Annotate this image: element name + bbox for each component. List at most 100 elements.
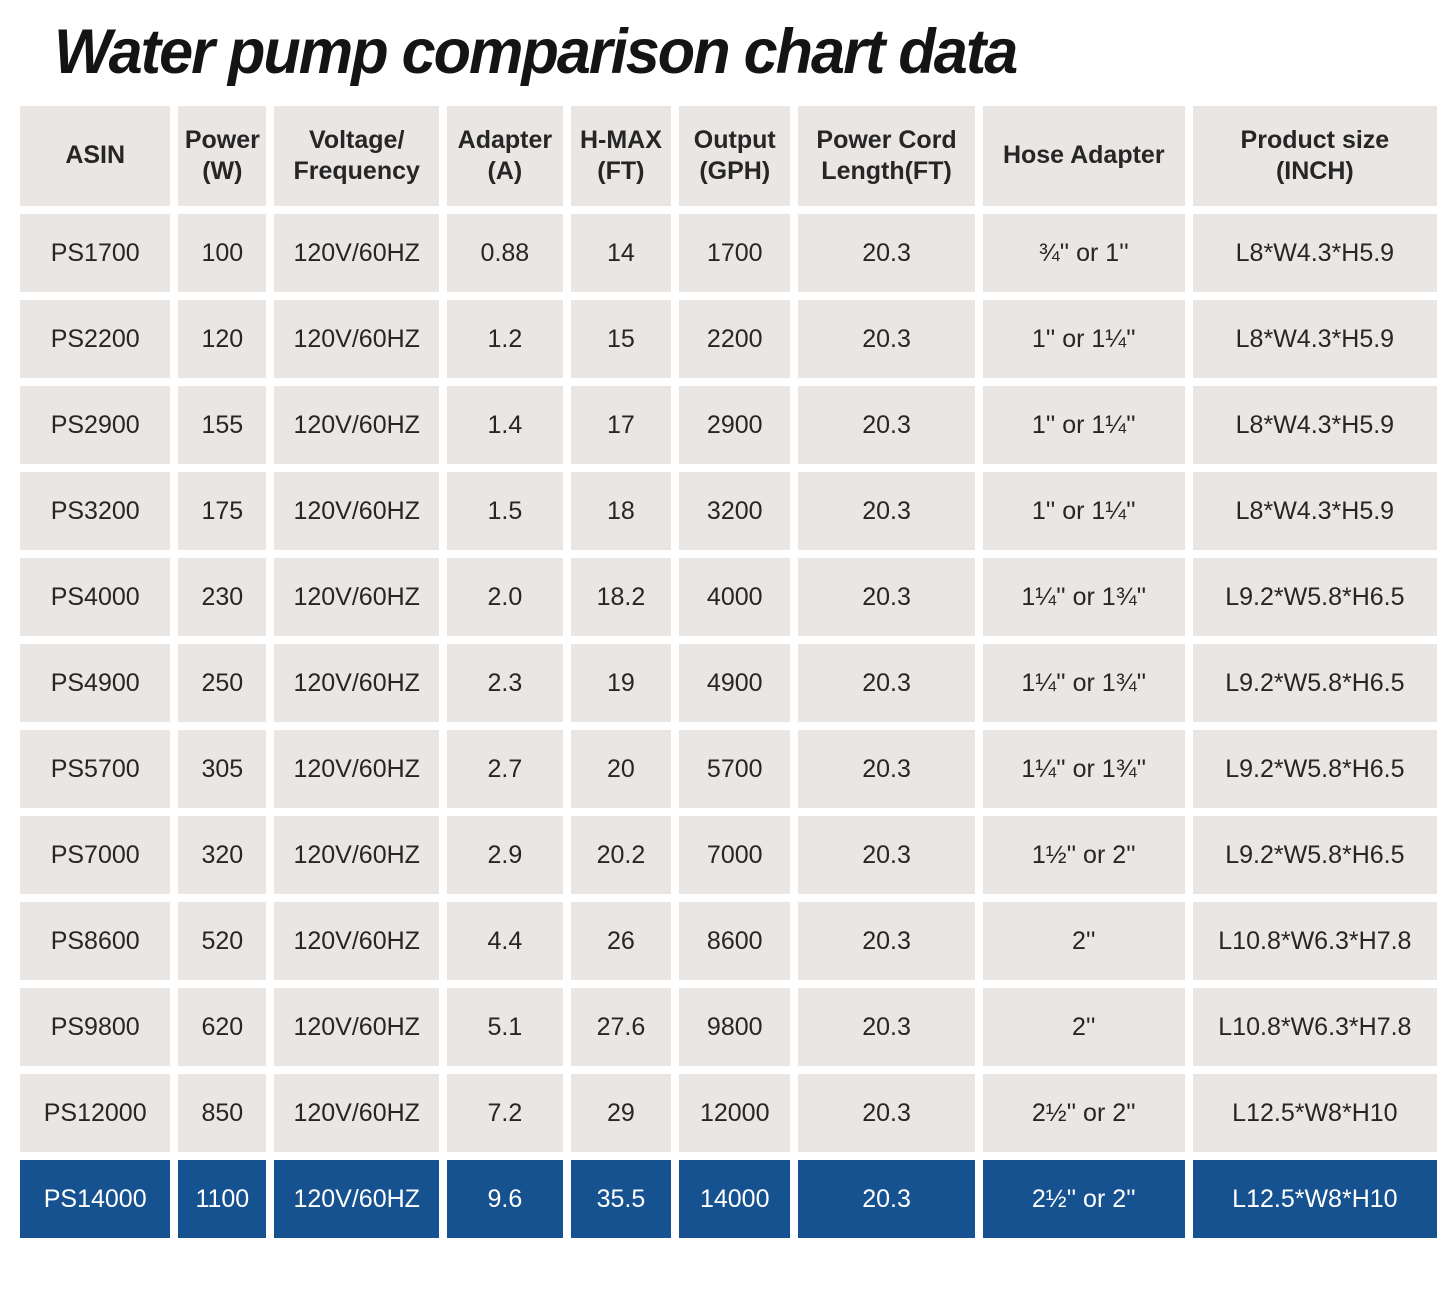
page-title: Water pump comparison chart data — [54, 17, 1018, 87]
table-row: PS3200 175 120V/60HZ 1.5 18 3200 20.3 1'' or 1¼… — [20, 472, 1437, 550]
table-cell: 120V/60HZ — [274, 558, 440, 636]
table-row: PS4900 250 120V/60HZ 2.3 19 4900 20.3 1¼'' or 1… — [20, 644, 1437, 722]
table-cell: 20.3 — [798, 558, 975, 636]
table-cell: PS3200 — [20, 472, 171, 550]
table-cell: 120V/60HZ — [274, 816, 440, 894]
table-cell: 20.3 — [798, 730, 975, 808]
table-cell: 250 — [178, 644, 267, 722]
table-cell: 4000 — [679, 558, 791, 636]
column-header: Voltage/ Frequency — [274, 106, 440, 206]
table-cell: 2½'' or 2'' — [982, 1074, 1185, 1152]
table-cell: 2'' — [982, 902, 1185, 980]
column-header: ASIN — [20, 106, 171, 206]
table-row: PS2900 155 120V/60HZ 1.4 17 2900 20.3 1'' or 1¼… — [20, 386, 1437, 464]
table-cell: L9.2*W5.8*H6.5 — [1192, 558, 1437, 636]
column-header: Product size (INCH) — [1192, 106, 1437, 206]
table-cell: 4.4 — [447, 902, 563, 980]
table-cell: 18.2 — [570, 558, 672, 636]
table-cell: 20.3 — [798, 300, 975, 378]
column-header: Hose Adapter — [982, 106, 1185, 206]
table-cell: 5700 — [679, 730, 791, 808]
table-cell: 35.5 — [570, 1160, 672, 1238]
table-cell: 155 — [178, 386, 267, 464]
highlight-row: PS14000 1100 120V/60HZ 9.6 35.5 14000 20.3 2½''… — [20, 1160, 1437, 1238]
table-cell: PS1700 — [20, 214, 171, 292]
table-cell: 20.3 — [798, 1074, 975, 1152]
table-cell: 175 — [178, 472, 267, 550]
table-cell: 620 — [178, 988, 267, 1066]
table-cell: 1100 — [178, 1160, 267, 1238]
table-cell: L8*W4.3*H5.9 — [1192, 214, 1437, 292]
table-cell: L12.5*W8*H10 — [1192, 1160, 1437, 1238]
table-cell: 26 — [570, 902, 672, 980]
table-cell: 8600 — [679, 902, 791, 980]
table-cell: L8*W4.3*H5.9 — [1192, 300, 1437, 378]
table-cell: 12000 — [679, 1074, 791, 1152]
table-cell: 120V/60HZ — [274, 988, 440, 1066]
table-cell: L12.5*W8*H10 — [1192, 1074, 1437, 1152]
table-cell: 1'' or 1¼'' — [982, 386, 1185, 464]
table-cell: 120V/60HZ — [274, 1074, 440, 1152]
table-cell: 27.6 — [570, 988, 672, 1066]
table-cell: 1½'' or 2'' — [982, 816, 1185, 894]
table-row: PS8600 520 120V/60HZ 4.4 26 8600 20.3 2'' L10.8*… — [20, 902, 1437, 980]
table-cell: 5.1 — [447, 988, 563, 1066]
table-cell: L10.8*W6.3*H7.8 — [1192, 902, 1437, 980]
table-cell: 1'' or 1¼'' — [982, 300, 1185, 378]
table-cell: 230 — [178, 558, 267, 636]
table-cell: 20 — [570, 730, 672, 808]
table-cell: 120V/60HZ — [274, 1160, 440, 1238]
table-header: ASIN Power (W) Voltage/ Frequency Adapter (… — [20, 106, 1437, 206]
table-cell: 120V/60HZ — [274, 386, 440, 464]
table-cell: 4900 — [679, 644, 791, 722]
table-cell: 20.2 — [570, 816, 672, 894]
table-cell: PS4000 — [20, 558, 171, 636]
table-cell: 1¼'' or 1¾'' — [982, 730, 1185, 808]
table-cell: PS12000 — [20, 1074, 171, 1152]
table-cell: 14000 — [679, 1160, 791, 1238]
column-header: H-MAX (FT) — [570, 106, 672, 206]
table-cell: 20.3 — [798, 472, 975, 550]
table-cell: 20.3 — [798, 214, 975, 292]
column-header: Output (GPH) — [679, 106, 791, 206]
table-row: PS5700 305 120V/60HZ 2.7 20 5700 20.3 1¼'' or 1… — [20, 730, 1437, 808]
table-cell: 9.6 — [447, 1160, 563, 1238]
table-cell: 120V/60HZ — [274, 730, 440, 808]
table-cell: PS2900 — [20, 386, 171, 464]
table-cell: 9800 — [679, 988, 791, 1066]
table-cell: 850 — [178, 1074, 267, 1152]
table-cell: 2.3 — [447, 644, 563, 722]
table-cell: 7000 — [679, 816, 791, 894]
table-cell: 2½'' or 2'' — [982, 1160, 1185, 1238]
table-cell: 20.3 — [798, 988, 975, 1066]
table-cell: 17 — [570, 386, 672, 464]
table-cell: 2.0 — [447, 558, 563, 636]
table-cell: 100 — [178, 214, 267, 292]
table-cell: PS9800 — [20, 988, 171, 1066]
table-cell: 120V/60HZ — [274, 644, 440, 722]
table-cell: 2.7 — [447, 730, 563, 808]
table-cell: 19 — [570, 644, 672, 722]
table-row: PS1700 100 120V/60HZ 0.88 14 1700 20.3 ¾'' or 1… — [20, 214, 1437, 292]
table-body: PS1700 100 120V/60HZ 0.88 14 1700 20.3 ¾'' or 1… — [20, 214, 1437, 1238]
table-cell: 20.3 — [798, 644, 975, 722]
table-cell: 1¼'' or 1¾'' — [982, 644, 1185, 722]
table-row: PS12000 850 120V/60HZ 7.2 29 12000 20.3 2½'' or… — [20, 1074, 1437, 1152]
table-cell: L9.2*W5.8*H6.5 — [1192, 644, 1437, 722]
table-cell: L8*W4.3*H5.9 — [1192, 386, 1437, 464]
column-header: Adapter (A) — [447, 106, 563, 206]
column-header: Power (W) — [178, 106, 267, 206]
table-cell: L9.2*W5.8*H6.5 — [1192, 730, 1437, 808]
table-cell: 0.88 — [447, 214, 563, 292]
table-cell: PS5700 — [20, 730, 171, 808]
column-header: Power Cord Length(FT) — [798, 106, 975, 206]
table-cell: PS8600 — [20, 902, 171, 980]
table-cell: 1700 — [679, 214, 791, 292]
table-cell: PS2200 — [20, 300, 171, 378]
table-cell: 520 — [178, 902, 267, 980]
table-cell: 1'' or 1¼'' — [982, 472, 1185, 550]
table-cell: 3200 — [679, 472, 791, 550]
table-cell: 20.3 — [798, 902, 975, 980]
table-cell: 120V/60HZ — [274, 902, 440, 980]
table-cell: 2900 — [679, 386, 791, 464]
